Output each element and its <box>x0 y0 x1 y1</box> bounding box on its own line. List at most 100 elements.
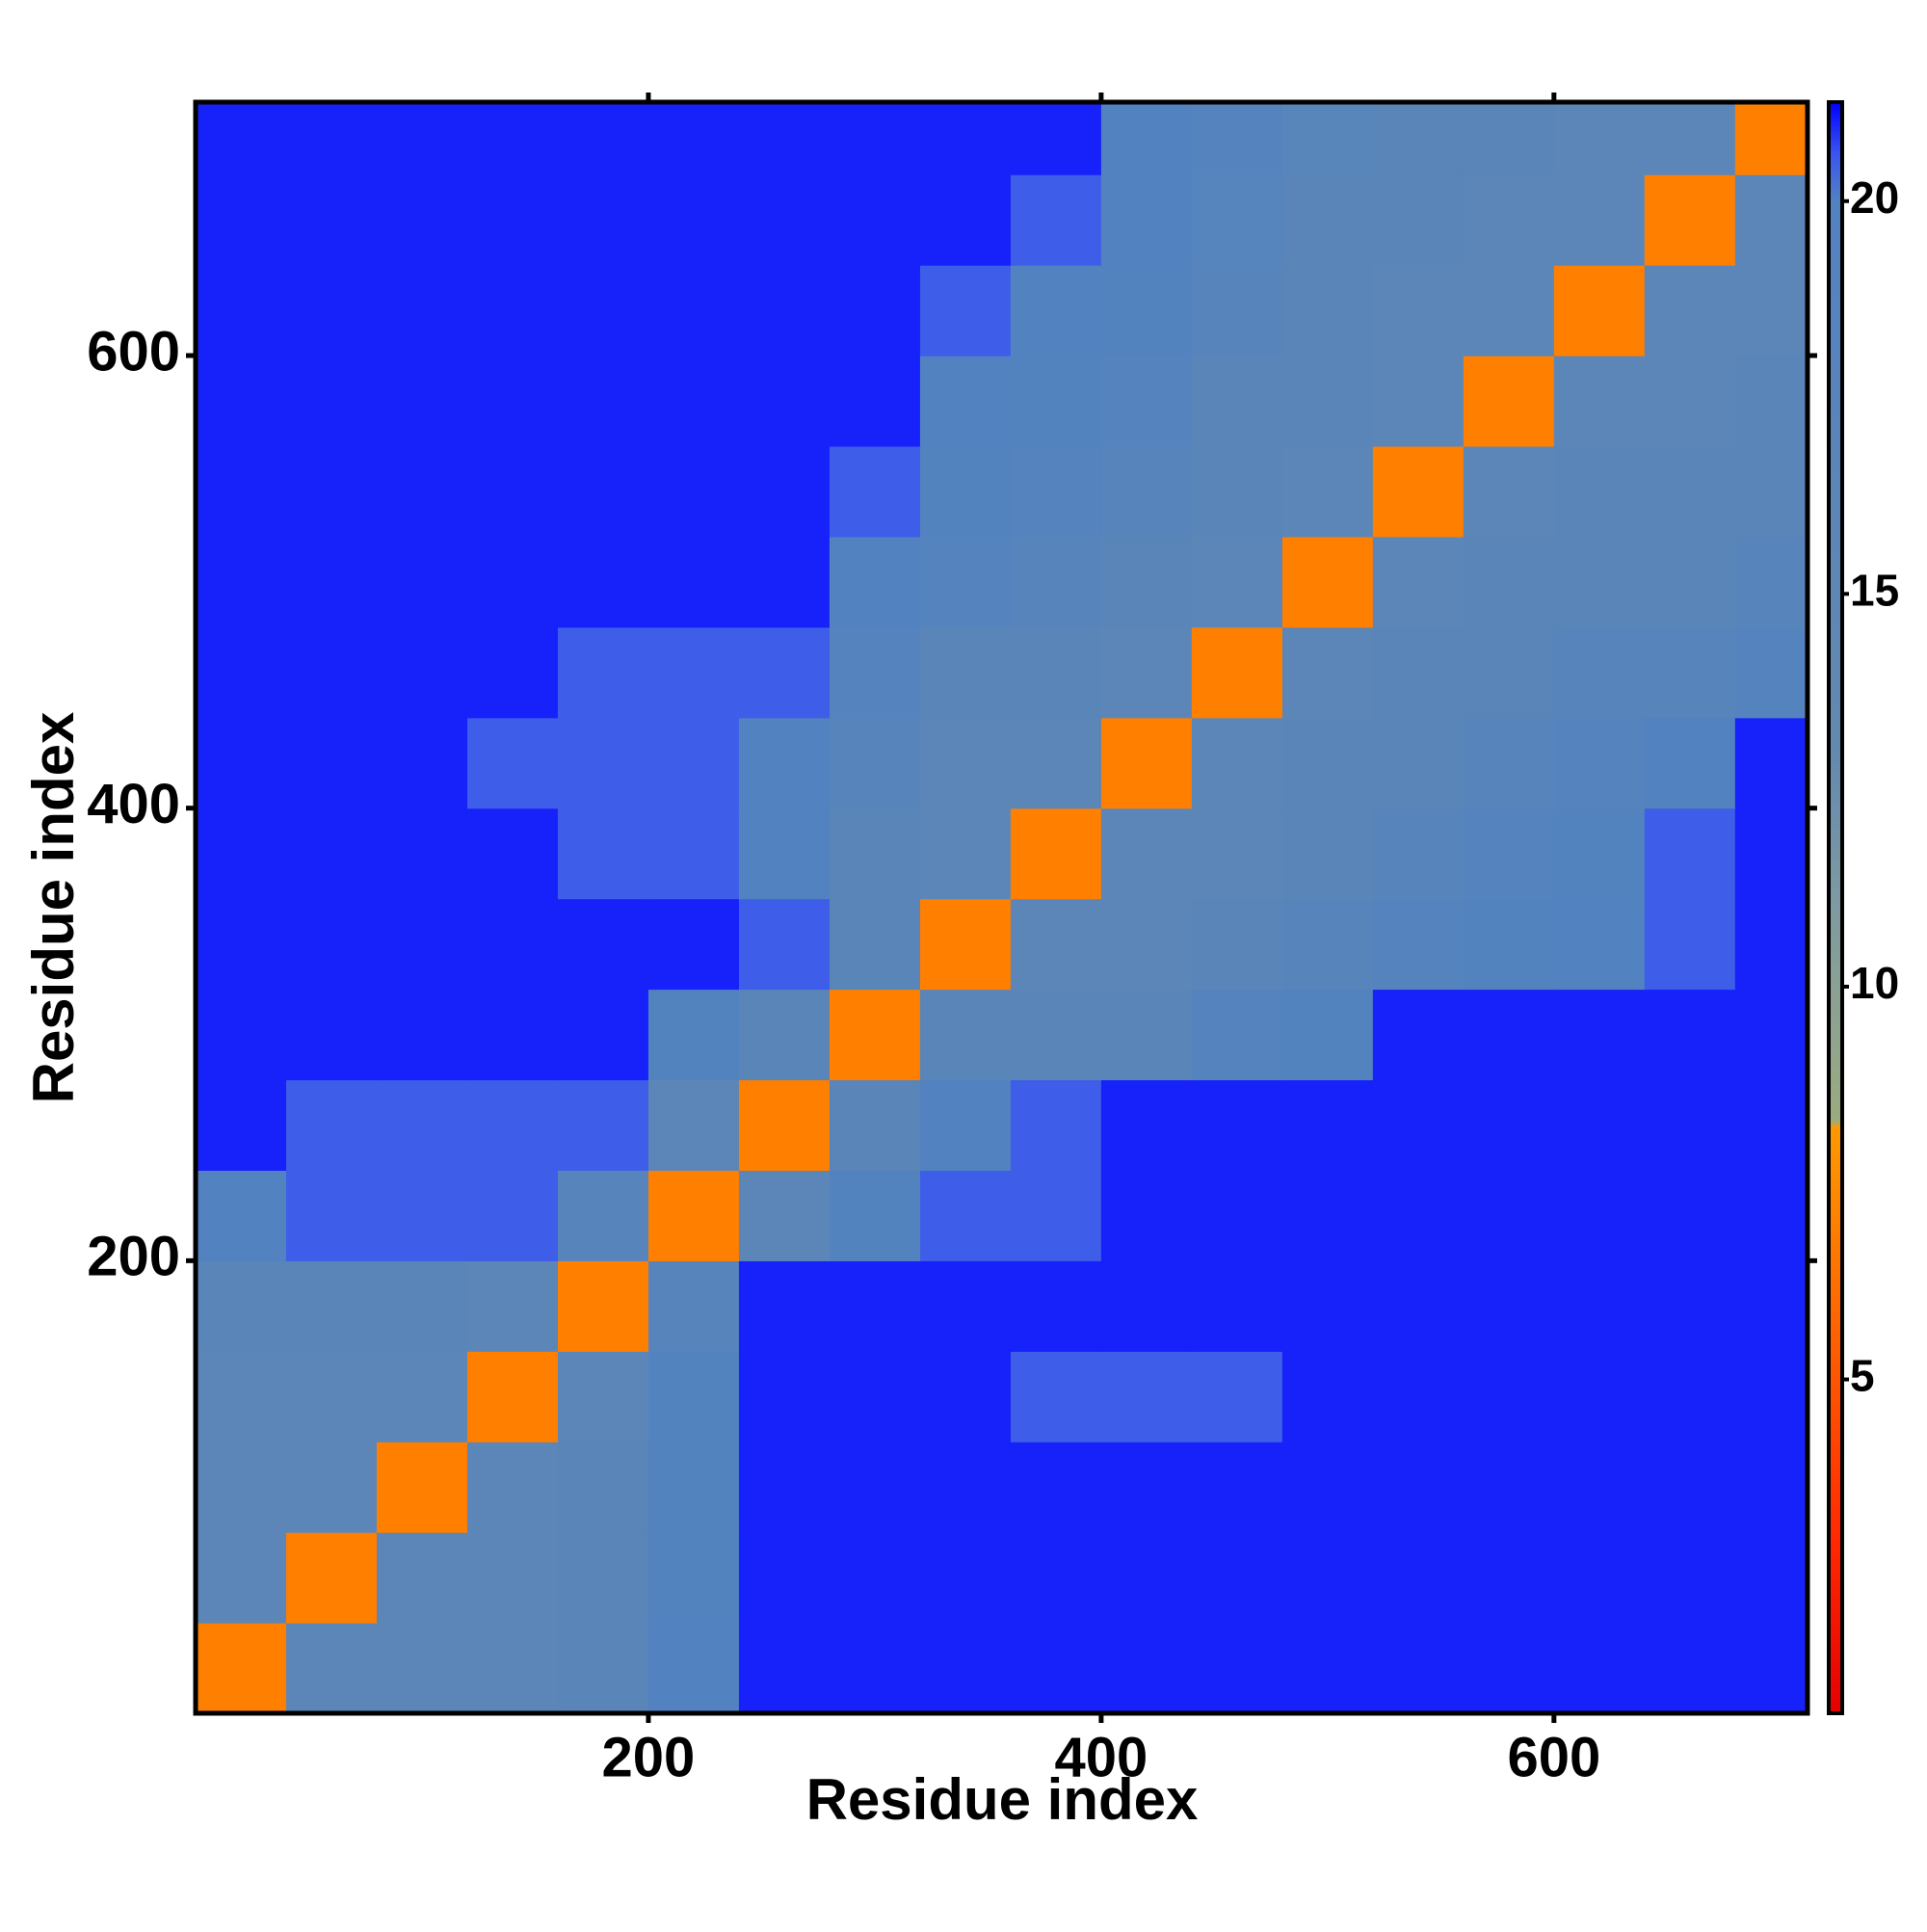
heat-cell <box>196 536 287 628</box>
heat-cell <box>1553 265 1646 357</box>
heat-cell <box>1644 989 1736 1081</box>
heat-cell <box>557 717 649 809</box>
heat-cell <box>1644 102 1736 175</box>
heat-cell <box>466 626 559 719</box>
heat-cell <box>1463 356 1555 447</box>
heat-cell <box>1191 536 1283 628</box>
x-tick-label: 600 <box>1507 1726 1600 1788</box>
heat-cell <box>1644 1079 1736 1172</box>
heat-cell <box>196 356 287 447</box>
heat-cell <box>919 1351 1012 1442</box>
heat-cell <box>1010 536 1102 628</box>
heat-cell <box>376 102 468 175</box>
heat-cell <box>466 1532 559 1624</box>
heat-cell <box>466 1442 559 1533</box>
heat-cell <box>1010 989 1102 1081</box>
heat-cell <box>557 536 649 628</box>
heat-cell <box>1644 626 1736 719</box>
heat-cell <box>466 1260 559 1352</box>
heat-cell <box>1463 1623 1555 1714</box>
heat-cell <box>919 807 1012 900</box>
heat-cell <box>1281 626 1374 719</box>
heat-cell <box>285 265 378 357</box>
heat-cell <box>829 102 921 175</box>
heat-cell <box>1100 356 1193 447</box>
heat-cell <box>1191 989 1283 1081</box>
heat-cell <box>1553 807 1646 900</box>
heat-cell <box>1644 1170 1736 1261</box>
heat-cell <box>1010 356 1102 447</box>
heat-cell <box>285 1442 378 1533</box>
heat-cell <box>1281 1170 1374 1261</box>
heat-cell <box>1734 174 1808 266</box>
heat-cell <box>738 356 831 447</box>
heat-cell <box>466 1623 559 1714</box>
heat-cell <box>1372 1170 1465 1261</box>
heat-cell <box>647 265 740 357</box>
heat-cell <box>738 265 831 357</box>
heat-cell <box>557 102 649 175</box>
heat-cell <box>829 1623 921 1714</box>
colorbar-tick-label: 20 <box>1850 172 1899 223</box>
heat-cell <box>829 445 921 538</box>
heat-cell <box>1191 1170 1283 1261</box>
heat-cell <box>376 265 468 357</box>
heat-cell <box>919 1170 1012 1261</box>
heat-cell <box>1281 265 1374 357</box>
heat-cell <box>376 898 468 991</box>
heat-cell <box>647 1079 740 1172</box>
heat-cell <box>829 1260 921 1352</box>
colorbar <box>1827 100 1844 1715</box>
heat-cell <box>557 807 649 900</box>
heat-cell <box>1553 1442 1646 1533</box>
heat-cell <box>1191 356 1283 447</box>
heat-cell <box>1100 989 1193 1081</box>
heat-cell <box>1644 265 1736 357</box>
heat-cell <box>647 174 740 266</box>
heat-cell <box>557 1442 649 1533</box>
heat-cell <box>285 1623 378 1714</box>
heat-cell <box>1100 626 1193 719</box>
heat-cell <box>647 356 740 447</box>
heat-cell <box>1281 1532 1374 1624</box>
heat-cell <box>557 626 649 719</box>
heat-cell <box>376 1442 468 1533</box>
heat-cell <box>466 898 559 991</box>
colorbar-tick-label: 10 <box>1850 958 1899 1008</box>
heat-cell <box>1281 898 1374 991</box>
heat-cell <box>1372 626 1465 719</box>
heat-cell <box>1734 898 1808 991</box>
heat-cell <box>1734 807 1808 900</box>
heat-cell <box>1553 356 1646 447</box>
heat-cell <box>1281 989 1374 1081</box>
heat-cell <box>196 174 287 266</box>
heat-cell <box>1734 445 1808 538</box>
heat-cell <box>738 1079 831 1172</box>
heat-cell <box>376 1623 468 1714</box>
heat-cell <box>1553 102 1646 175</box>
heat-cell <box>829 174 921 266</box>
heat-cell <box>1734 102 1808 175</box>
heat-cell <box>1191 174 1283 266</box>
heat-cell <box>1734 356 1808 447</box>
heat-cell <box>1463 536 1555 628</box>
heat-cell <box>376 445 468 538</box>
heat-cell <box>647 898 740 991</box>
heat-cell <box>1463 102 1555 175</box>
heat-cell <box>285 1260 378 1352</box>
heat-cell <box>1372 102 1465 175</box>
heat-cell <box>829 1442 921 1533</box>
heat-cell <box>1734 1623 1808 1714</box>
heat-cell <box>1010 1623 1102 1714</box>
heat-cell <box>1463 626 1555 719</box>
heat-cell <box>1010 1351 1102 1442</box>
heat-cell <box>738 102 831 175</box>
heat-cell <box>738 717 831 809</box>
heat-cell <box>919 717 1012 809</box>
heat-cell <box>1010 1442 1102 1533</box>
heat-cell <box>1463 1442 1555 1533</box>
heat-cell <box>1372 1442 1465 1533</box>
heat-cell <box>738 626 831 719</box>
heat-cell <box>557 1079 649 1172</box>
